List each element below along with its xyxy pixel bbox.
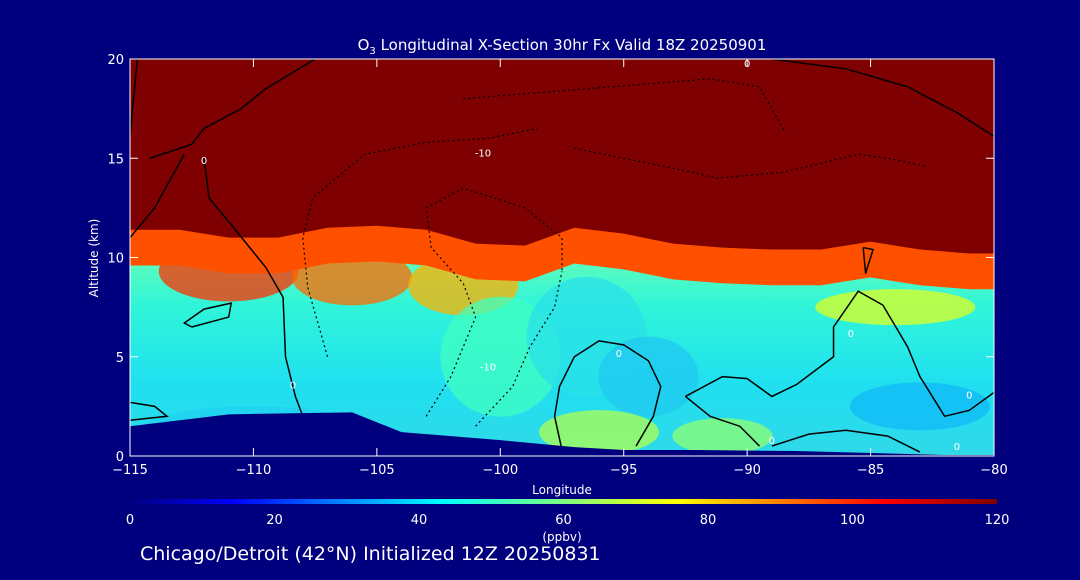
x-tick-label: −110 xyxy=(236,463,272,478)
y-tick-label: 5 xyxy=(116,351,124,366)
mid-ozone-band-east xyxy=(815,289,976,326)
stratosphere-top xyxy=(130,59,994,254)
contour-label: -10 xyxy=(480,363,496,374)
contour-label: 0 xyxy=(616,349,622,360)
x-tick-label: −105 xyxy=(359,463,395,478)
x-axis-label: Longitude xyxy=(532,483,592,497)
colorbar-tick-label: 0 xyxy=(126,513,134,528)
contour-line-minus-ten xyxy=(425,187,563,417)
x-tick-label: −85 xyxy=(857,463,884,478)
axes: −115 −110 −105 −100 −95 −90 −85 −80 0 5 10 15 20 xyxy=(107,53,1007,478)
colorbar xyxy=(130,499,997,504)
contour-label: 0 xyxy=(290,381,296,392)
contour-line-zero xyxy=(685,290,994,418)
contour-label: 0 xyxy=(966,390,972,401)
y-tick-label: 10 xyxy=(107,252,124,267)
colorbar-tick-label: 40 xyxy=(411,513,428,528)
contour-line-zero xyxy=(149,59,316,159)
y-tick-label: 0 xyxy=(116,450,124,465)
contour-line-zero xyxy=(553,340,662,451)
contour-line-zero xyxy=(771,429,921,453)
x-tick-label: −115 xyxy=(112,463,148,478)
colorbar-tick-label: 120 xyxy=(985,513,1010,528)
colorbar-tick-label: 60 xyxy=(555,513,572,528)
contour-label: -10 xyxy=(475,148,491,159)
terrain-mask xyxy=(130,412,994,456)
contour-line-zero xyxy=(130,59,139,137)
contour-label: 0 xyxy=(201,156,207,167)
contour-line-zero xyxy=(182,302,233,328)
contour-line-minus-ten xyxy=(475,271,563,427)
contour-line-minus-ten xyxy=(302,127,538,357)
contour-line-zero xyxy=(684,395,761,447)
low-ozone-patch-east xyxy=(849,382,990,431)
colorbar-label: (ppbv) xyxy=(542,530,581,544)
x-tick-label: −95 xyxy=(610,463,637,478)
colorbar-tick-label: 100 xyxy=(840,513,865,528)
y-axis-label: Altitude (km) xyxy=(87,219,101,298)
contour-label: 0 xyxy=(954,442,960,453)
x-tick-label: −90 xyxy=(733,463,760,478)
chart-title: O3 Longitudinal X-Section 30hr Fx Valid … xyxy=(358,36,767,57)
surface-ozone-patch xyxy=(539,410,660,455)
y-tick-label: 15 xyxy=(107,152,124,167)
contour-line-zero xyxy=(203,158,304,417)
x-tick-label: −100 xyxy=(482,463,518,478)
y-tick-label: 20 xyxy=(107,53,124,68)
colorbar-tick-label: 20 xyxy=(266,513,283,528)
colorbar-tick-label: 80 xyxy=(700,513,717,528)
contour-line-zero xyxy=(130,153,185,239)
contour-line-zero xyxy=(862,246,875,274)
ozone-tendency-contours: 00000000-10-10 xyxy=(130,59,994,453)
surface-ozone-patch xyxy=(672,418,773,455)
x-tick-label: −80 xyxy=(980,463,1007,478)
low-ozone-patch xyxy=(598,336,699,417)
contour-line-zero xyxy=(130,401,169,422)
plot-area: 00000000-10-10 xyxy=(130,59,994,456)
contour-line-zero xyxy=(771,59,994,138)
footer-initialized-text: Chicago/Detroit (42°N) Initialized 12Z 2… xyxy=(140,543,601,565)
contour-label: 0 xyxy=(769,436,775,447)
colorbar-ticks: 0 20 40 60 80 100 120 xyxy=(126,513,1010,528)
contour-label: 0 xyxy=(848,329,854,340)
